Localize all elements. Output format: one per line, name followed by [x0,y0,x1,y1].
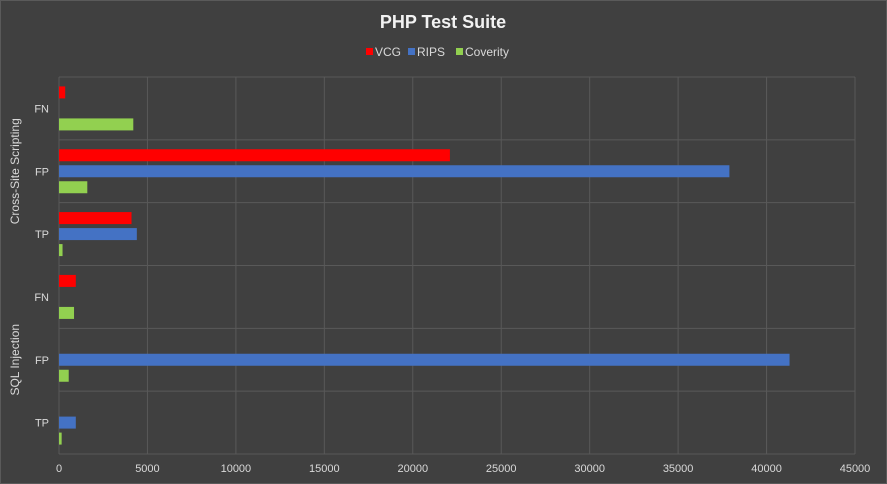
bar-cross-site-scripting-fp-coverity [59,181,88,194]
bar-cross-site-scripting-fn-vcg [59,86,66,99]
group-label-sql-injection: SQL Injection [8,324,22,396]
bar-cross-site-scripting-tp-rips [59,228,137,241]
bar-sql-injection-fp-coverity [59,369,69,382]
y-axis: FN FP TP FN FP TP Cross-Site Scripting SQL Inje… [8,103,49,429]
category-label-cross-site-scripting-fn: FN [34,103,49,115]
category-label-cross-site-scripting-fp: FP [35,166,49,178]
x-axis: 0 5000 10000 15000 20000 25000 30000 35000 40000… [56,463,870,475]
bar-sql-injection-tp-coverity [59,432,62,445]
bar-cross-site-scripting-fp-rips [59,165,730,178]
bar-cross-site-scripting-fn-coverity [59,118,134,131]
category-label-sql-injection-fp: FP [35,355,49,367]
bars [59,86,790,445]
category-label-sql-injection-tp: TP [35,418,49,430]
legend-item-vcg: VCG [366,45,401,59]
x-tick-label: 45000 [840,463,871,475]
category-label-sql-injection-fn: FN [34,292,49,304]
x-tick-label: 25000 [486,463,517,475]
legend-swatch-coverity [456,48,463,55]
legend-swatch-vcg [366,48,373,55]
group-label-cross-site-scripting: Cross-Site Scripting [8,118,22,224]
x-tick-label: 0 [56,463,62,475]
bar-cross-site-scripting-fp-vcg [59,149,450,162]
x-tick-label: 10000 [221,463,252,475]
legend-swatch-rips [408,48,415,55]
bar-sql-injection-fn-vcg [59,274,76,287]
bar-sql-injection-fp-rips [59,353,790,366]
x-tick-label: 15000 [309,463,340,475]
x-tick-label: 20000 [397,463,428,475]
x-tick-label: 40000 [751,463,782,475]
category-label-cross-site-scripting-tp: TP [35,229,49,241]
legend-item-rips: RIPS [408,45,445,59]
legend-label-rips: RIPS [417,45,445,59]
legend: VCG RIPS Coverity [366,45,509,59]
legend-label-coverity: Coverity [465,45,509,59]
gridlines [58,76,856,455]
bar-cross-site-scripting-tp-vcg [59,212,132,225]
legend-label-vcg: VCG [375,45,401,59]
legend-item-coverity: Coverity [456,45,509,59]
bar-sql-injection-tp-rips [59,416,76,429]
x-tick-label: 35000 [663,463,694,475]
bar-sql-injection-fn-coverity [59,306,75,319]
chart-title: PHP Test Suite [380,12,506,32]
bar-cross-site-scripting-tp-coverity [59,244,63,257]
x-tick-label: 5000 [135,463,159,475]
x-tick-label: 30000 [574,463,605,475]
